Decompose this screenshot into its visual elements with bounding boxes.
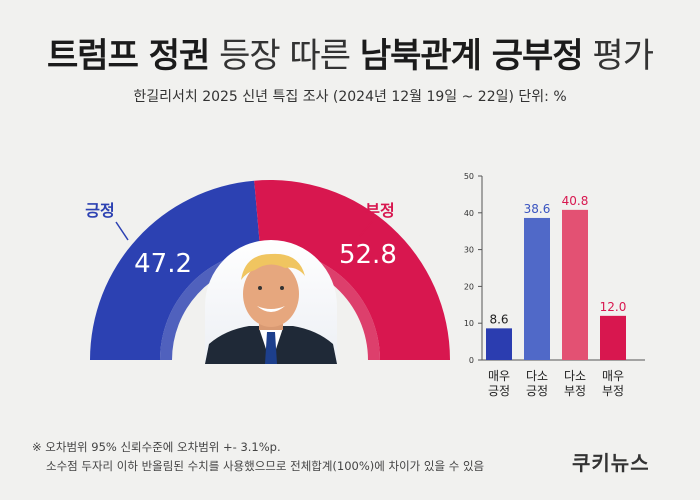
bar-3 [600,315,626,360]
chart-title: 트럼프 정권 등장 따른 남북관계 긍부정 평가 [0,28,700,77]
footnote-line-2: 소수점 두자리 이하 반올림된 수치를 사용했으므로 전체합계(100%)에 차… [46,459,485,473]
slice-value-1: 52.8 [339,240,397,270]
bar-0 [486,328,512,360]
bar-value-0: 8.6 [489,312,508,326]
slice-leader-0 [115,221,129,241]
bar-value-3: 12.0 [600,300,627,314]
bar-2 [562,209,588,360]
category-label-2-0: 다소 [564,369,586,383]
category-label-1-1: 긍정 [526,384,548,398]
slice-label-1: 부정 [365,201,394,220]
y-tick-label-5: 50 [464,172,474,181]
half-donut-chart: 47.2 52.8 긍정 부정 [85,180,450,360]
donut-slice-1 [254,180,450,360]
category-label-2-1: 부정 [564,384,586,398]
footnote-line-1: ※ 오차범위 95% 신뢰수준에 오차범위 +- 3.1%p. [32,440,281,454]
category-label-1-0: 다소 [526,369,548,383]
category-label-3-1: 부정 [602,384,624,398]
chart-subtitle: 한길리서치 2025 신년 특집 조사 (2024년 12월 19일 ~ 22일… [133,89,567,105]
title-part-3: 평가 [582,36,654,76]
footnote: ※ 오차범위 95% 신뢰수준에 오차범위 +- 3.1%p. 소수점 두자리 … [32,438,484,476]
title-part-1: 등장 따른 [209,36,360,76]
bar-value-2: 40.8 [562,194,589,208]
trump-portrait [205,240,337,364]
y-tick-label-0: 0 [469,356,474,365]
brand-logo: 쿠키뉴스 [572,451,650,475]
donut-slice-0 [90,180,261,360]
bar-value-1: 38.6 [524,202,551,216]
bar-1 [524,217,550,360]
bar-chart: 010203040508.6매우긍정38.6다소긍정40.8다소부정12.0매우… [464,172,645,398]
y-tick-label-4: 40 [464,209,474,218]
category-label-0-1: 긍정 [488,384,510,398]
title-part-0: 트럼프 정권 [47,36,210,76]
category-label-3-0: 매우 [602,369,624,383]
y-tick-label-2: 20 [464,282,474,291]
slice-label-0: 긍정 [85,201,114,220]
title-part-2: 남북관계 긍부정 [359,36,584,76]
slice-value-0: 47.2 [134,249,192,279]
y-tick-label-1: 10 [464,319,474,328]
slice-leader-1 [359,221,373,237]
y-tick-label-3: 30 [464,246,474,255]
category-label-0-0: 매우 [488,369,510,383]
